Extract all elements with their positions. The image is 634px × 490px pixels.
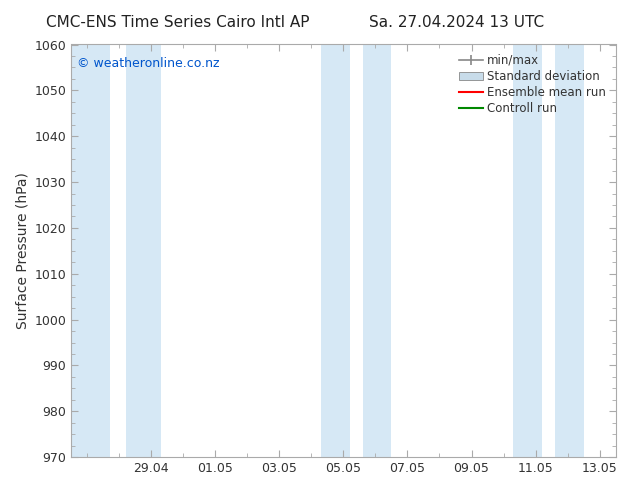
Bar: [126, 45, 161, 457]
Text: © weatheronline.co.nz: © weatheronline.co.nz: [77, 57, 219, 70]
Bar: [321, 45, 350, 457]
Legend: min/max, Standard deviation, Ensemble mean run, Controll run: min/max, Standard deviation, Ensemble me…: [455, 50, 610, 119]
Text: Sa. 27.04.2024 13 UTC: Sa. 27.04.2024 13 UTC: [369, 15, 544, 30]
Text: CMC-ENS Time Series Cairo Intl AP: CMC-ENS Time Series Cairo Intl AP: [46, 15, 309, 30]
Bar: [363, 45, 391, 457]
Bar: [513, 45, 542, 457]
Bar: [71, 45, 110, 457]
Bar: [555, 45, 583, 457]
Y-axis label: Surface Pressure (hPa): Surface Pressure (hPa): [15, 172, 29, 329]
